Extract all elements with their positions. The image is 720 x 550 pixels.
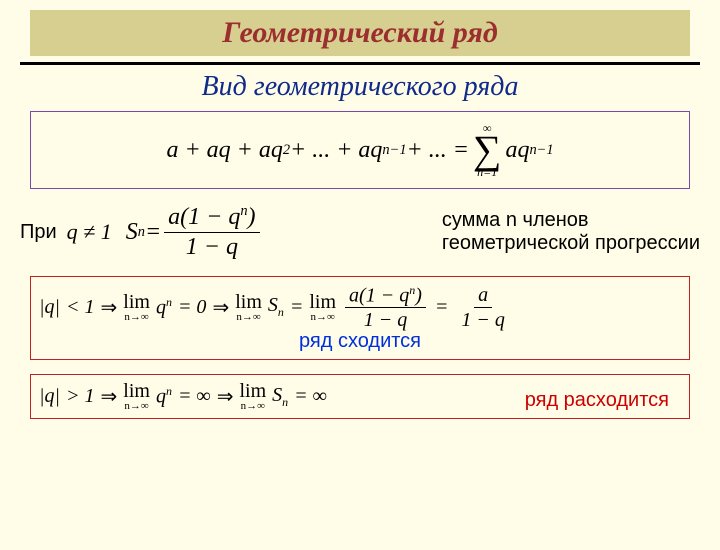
gt-1: > 1 xyxy=(66,385,95,408)
frac-final: a 1 − q xyxy=(457,283,509,332)
lim-block-1a: limn→∞ xyxy=(123,292,150,323)
qn-2: qn xyxy=(156,384,172,409)
sum-lower: n=1 xyxy=(477,166,497,178)
lim-block-1c: limn→∞ xyxy=(309,292,336,323)
eq-lhs-a: a + aq + aq xyxy=(166,137,282,164)
eq-zero: = 0 xyxy=(178,296,207,319)
eq-sign: = xyxy=(145,219,161,246)
convergence-equation: |q| < 1 ⇒ limn→∞ qn = 0 ⇒ limn→∞ Sn = li… xyxy=(39,283,681,333)
Sn-1: Sn xyxy=(268,294,284,320)
horizontal-rule xyxy=(20,62,700,65)
Sn-S: S xyxy=(126,219,138,246)
divergence-note: ряд расходится xyxy=(525,389,669,412)
desc-line2: геометрической прогрессии xyxy=(442,232,700,254)
partial-sum-description: сумма n членов геометрической прогрессии xyxy=(442,209,700,255)
frac-den: 1 − q xyxy=(182,233,242,262)
q-not-equal-1: q ≠ 1 xyxy=(67,219,112,245)
main-equation-box: a + aq + aq2 + ... + aqn−1 + ... = ∞ ∑ n… xyxy=(30,111,690,189)
implies-1b: ⇒ xyxy=(212,295,229,320)
desc-line1: сумма n членов xyxy=(442,209,589,231)
partial-sum-row: При q ≠ 1 Sn = a(1 − qn) 1 − q сумма n ч… xyxy=(20,203,700,262)
partial-sum-formula: Sn = a(1 − qn) 1 − q xyxy=(126,203,263,262)
eq-1c: = xyxy=(435,296,449,319)
abs-q-1: |q| xyxy=(39,296,60,319)
sigma-icon: ∑ xyxy=(473,134,502,166)
Sn-sub: n xyxy=(138,224,145,241)
implies-1a: ⇒ xyxy=(101,295,118,320)
eq-inf-b: = ∞ xyxy=(294,385,327,408)
qn-1a: qn xyxy=(156,295,172,320)
label-pri: При xyxy=(20,221,57,244)
implies-2b: ⇒ xyxy=(217,384,234,409)
frac-1c: a(1 − qn) 1 − q xyxy=(345,283,426,333)
abs-q-2: |q| xyxy=(39,385,60,408)
page-title: Геометрический ряд xyxy=(222,16,498,49)
summation-block: ∞ ∑ n=1 xyxy=(473,122,502,178)
lim-block-2b: limn→∞ xyxy=(239,381,266,412)
convergence-case-box: |q| < 1 ⇒ limn→∞ qn = 0 ⇒ limn→∞ Sn = li… xyxy=(30,276,690,361)
convergence-note: ряд сходится xyxy=(39,330,681,353)
frac-num: a(1 − qn) xyxy=(164,203,259,233)
lim-block-2a: limn→∞ xyxy=(123,381,150,412)
title-banner: Геометрический ряд xyxy=(30,10,690,56)
eq-1b: = xyxy=(290,296,304,319)
eq-inf-a: = ∞ xyxy=(178,385,211,408)
implies-2a: ⇒ xyxy=(101,384,118,409)
divergence-case-box: |q| > 1 ⇒ limn→∞ qn = ∞ ⇒ limn→∞ Sn = ∞ … xyxy=(30,374,690,419)
partial-sum-fraction: a(1 − qn) 1 − q xyxy=(164,203,259,262)
page-subtitle: Вид геометрического ряда xyxy=(0,71,720,103)
eq-mid: + ... + aq xyxy=(290,137,382,164)
Sn-2: Sn xyxy=(272,384,288,410)
eq-tail: + ... = xyxy=(407,137,469,164)
eq-exp-2: 2 xyxy=(283,142,290,159)
lt-1: < 1 xyxy=(66,296,95,319)
eq-exp-n1: n−1 xyxy=(382,142,406,159)
lim-block-1b: limn→∞ xyxy=(235,292,262,323)
sum-body: aq xyxy=(505,137,529,164)
sum-body-exp: n−1 xyxy=(529,142,553,159)
